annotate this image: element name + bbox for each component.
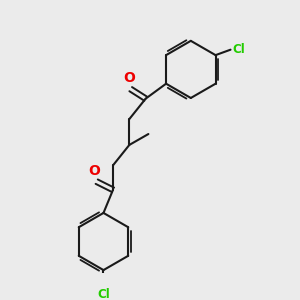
Text: Cl: Cl [97,288,110,300]
Text: Cl: Cl [232,43,244,56]
Text: O: O [88,164,101,178]
Text: O: O [123,71,135,85]
